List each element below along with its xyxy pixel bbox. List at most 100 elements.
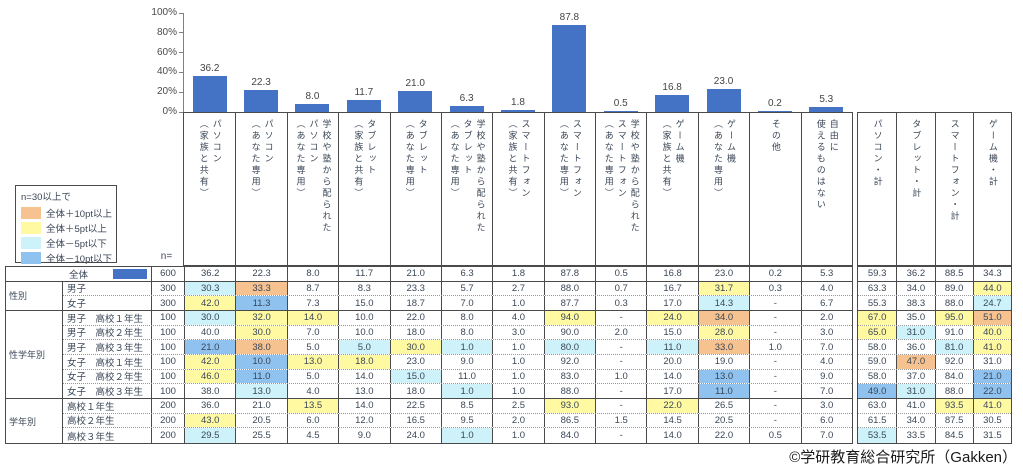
y-axis-tick-label: 40% bbox=[156, 66, 177, 78]
data-cell: 7.0 bbox=[440, 296, 492, 310]
data-cell: 8.7 bbox=[286, 281, 338, 296]
n-equals-label: n= bbox=[160, 251, 173, 262]
bar-value-label: 0.5 bbox=[613, 98, 628, 109]
data-cell: 13.0 bbox=[235, 384, 287, 398]
summary-cell: 31.0 bbox=[896, 384, 935, 398]
data-cell: - bbox=[749, 369, 800, 384]
summary-cell: 34.3 bbox=[972, 267, 1011, 281]
data-cell: 30.3 bbox=[184, 281, 236, 296]
data-cell: 5.0 bbox=[338, 340, 390, 354]
table-row: 男子 高校２年生 100 40.0 30.0 7.0 10.0 18.0 8.0 3.0 90.0… bbox=[6, 325, 852, 341]
data-cell: 2.0 bbox=[595, 325, 646, 340]
data-cell: - bbox=[749, 355, 800, 369]
n-value: 100 bbox=[151, 355, 184, 369]
column-header: タブレット・計 bbox=[896, 113, 934, 265]
data-cell: 9.0 bbox=[440, 355, 492, 369]
data-cell: 80.0 bbox=[543, 340, 595, 354]
data-cell: 17.0 bbox=[646, 296, 697, 310]
p10-color-swatch bbox=[21, 206, 41, 219]
table-row: 67.0 35.0 95.0 51.0 bbox=[858, 311, 1011, 326]
summary-cell: 61.5 bbox=[867, 414, 887, 426]
bar bbox=[603, 111, 638, 112]
summary-cell: 81.0 bbox=[934, 340, 973, 354]
data-cell: - bbox=[749, 384, 800, 398]
table-row: 55.3 38.3 88.0 24.7 bbox=[858, 296, 1011, 311]
bar bbox=[757, 111, 792, 112]
bar-value-label: 11.7 bbox=[354, 87, 374, 99]
data-cell: 18.7 bbox=[389, 296, 441, 310]
bar-value-label: 5.3 bbox=[819, 93, 834, 105]
column-header: スマートフォン （あなた専用） bbox=[543, 113, 595, 265]
data-cell: 9.0 bbox=[800, 369, 852, 384]
bar-value-label: 22.3 bbox=[251, 76, 271, 88]
table-row: 全体 600 36.2 22.3 8.0 11.7 21.0 6.3 1.8 87.8 0.5 16.… bbox=[6, 267, 852, 282]
data-cell: - bbox=[595, 399, 646, 413]
table-row: 59.3 36.2 88.5 34.3 bbox=[858, 267, 1011, 282]
column-header: パソコン （家族と共有） bbox=[184, 113, 235, 265]
summary-cell: 41.0 bbox=[972, 340, 1011, 354]
data-cell: 6.3 bbox=[440, 267, 492, 281]
column-header: タブレット （あなた専用） bbox=[389, 113, 441, 265]
n-value: 200 bbox=[151, 399, 184, 413]
y-axis-tick bbox=[179, 111, 183, 113]
data-cell: 20.5 bbox=[235, 413, 286, 428]
y-axis-tick-label: 20% bbox=[156, 86, 177, 98]
data-cell: 1.8 bbox=[492, 267, 543, 281]
data-cell: 11.0 bbox=[646, 340, 698, 354]
data-cell: 0.7 bbox=[595, 281, 646, 296]
table-row: 女子 高校２年生 100 46.0 11.0 5.0 14.0 15.0 11.0 1.0 83.… bbox=[6, 369, 852, 385]
summary-cell: 92.0 bbox=[934, 355, 973, 369]
data-cell: 24.0 bbox=[389, 428, 441, 443]
data-cell: 46.0 bbox=[184, 369, 236, 384]
row-label: 高校２年生 bbox=[67, 416, 115, 428]
data-cell: 18.0 bbox=[389, 384, 441, 398]
data-cell: 1.0 bbox=[492, 369, 543, 384]
m5-color-swatch bbox=[21, 236, 41, 249]
data-cell: 0.5 bbox=[749, 428, 800, 443]
data-cell: 0.2 bbox=[749, 267, 800, 281]
n-value: 200 bbox=[151, 428, 184, 443]
table-row: 女子 高校１年生 100 42.0 10.0 13.0 18.0 23.0 9.0 1.0 92.… bbox=[6, 355, 852, 370]
data-cell: 16.7 bbox=[646, 281, 697, 296]
table-row: 63.3 34.0 89.0 44.0 bbox=[858, 281, 1011, 297]
overall-bar-swatch bbox=[113, 268, 147, 279]
data-cell: 29.5 bbox=[184, 428, 236, 443]
data-cell: 14.0 bbox=[338, 369, 389, 384]
data-cell: 23.0 bbox=[389, 355, 441, 369]
bar bbox=[244, 89, 279, 112]
data-cell: - bbox=[749, 399, 800, 413]
data-cell: 86.5 bbox=[543, 413, 595, 428]
data-cell: 42.0 bbox=[184, 355, 236, 369]
y-axis-tick bbox=[179, 32, 183, 34]
data-cell: 12.0 bbox=[338, 413, 389, 428]
data-cell: 14.0 bbox=[646, 428, 697, 443]
row-label: 女子 bbox=[67, 299, 87, 310]
column-header-label: ゲーム機 （あなた専用） bbox=[712, 119, 736, 200]
bar bbox=[655, 95, 690, 112]
summary-cell: 38.3 bbox=[896, 296, 934, 310]
bar bbox=[192, 76, 227, 112]
data-cell: 22.0 bbox=[389, 311, 441, 325]
row-label: 男子 高校１年生 bbox=[67, 313, 144, 325]
data-cell: 4.0 bbox=[800, 281, 852, 296]
data-cell: 21.0 bbox=[389, 267, 441, 281]
table-row: 59.0 47.0 92.0 31.0 bbox=[858, 355, 1011, 370]
data-cell: 30.0 bbox=[184, 311, 236, 325]
data-cell: 7.0 bbox=[800, 384, 852, 398]
bar bbox=[706, 89, 741, 112]
summary-cell: 58.0 bbox=[867, 341, 887, 353]
table-row: 63.0 41.0 93.5 41.0 bbox=[858, 399, 1011, 414]
data-cell: 1.0 bbox=[440, 384, 493, 398]
data-cell: 33.0 bbox=[697, 340, 750, 354]
legend-item-label: 全体＋10pt以上 bbox=[46, 208, 112, 220]
data-cell: 1.0 bbox=[440, 340, 493, 354]
n-value: 100 bbox=[151, 325, 184, 340]
summary-cell: 44.0 bbox=[972, 281, 1011, 296]
data-cell: 0.5 bbox=[595, 267, 646, 281]
legend-items: 全体＋10pt以上 全体＋5pt以上 全体－5pt以下 全体－10pt以下 bbox=[21, 205, 112, 265]
summary-cell: 34.0 bbox=[896, 413, 934, 428]
data-cell: 4.0 bbox=[286, 384, 338, 398]
column-header-label: タブレット （家族と共有） bbox=[353, 119, 377, 200]
column-header: スマートフォン・計 bbox=[934, 113, 973, 265]
column-header: ゲーム機 （あなた専用） bbox=[697, 113, 749, 265]
